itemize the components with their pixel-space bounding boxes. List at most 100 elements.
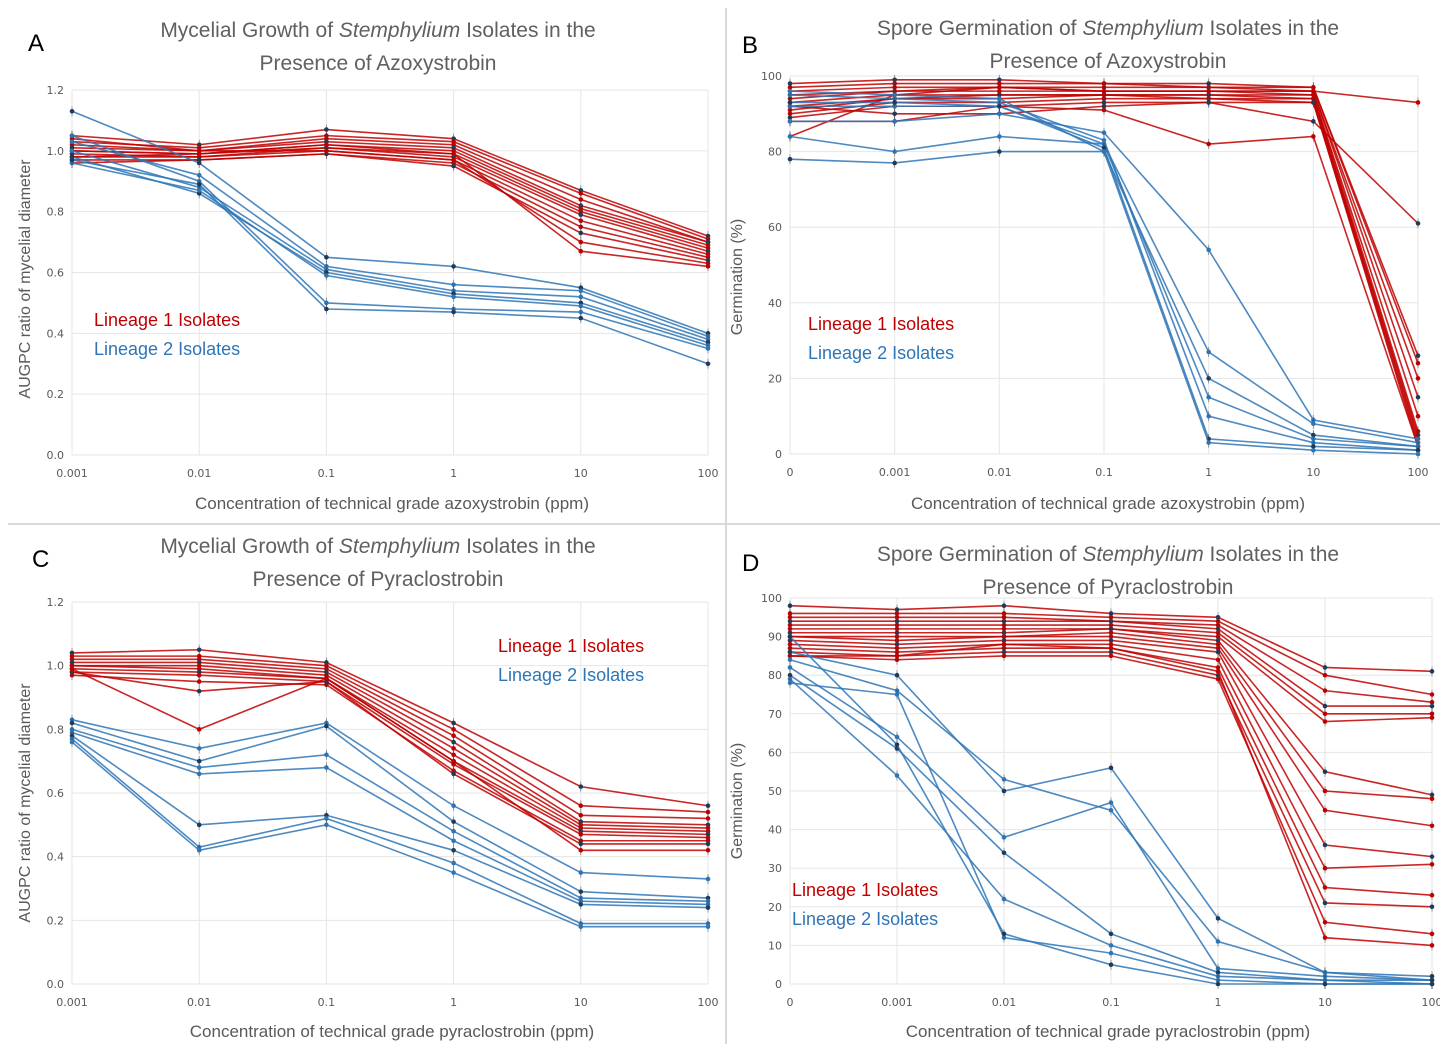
data-point <box>1311 134 1316 139</box>
data-point <box>997 85 1002 90</box>
data-point <box>787 665 793 670</box>
data-point <box>787 134 793 139</box>
data-point <box>1322 935 1328 940</box>
data-point <box>1101 103 1107 109</box>
y-tick-label: 90 <box>768 631 782 644</box>
data-point <box>1429 715 1435 720</box>
data-point <box>69 108 75 114</box>
data-point <box>1001 896 1007 902</box>
x-tick-label: 0.001 <box>56 996 88 1009</box>
data-point <box>451 294 456 300</box>
series-line <box>72 664 709 829</box>
data-point <box>451 264 456 269</box>
y-tick-label: 0.8 <box>47 723 65 736</box>
y-tick-label: 20 <box>768 372 782 385</box>
series-lineage-1 <box>787 639 1435 951</box>
series-line <box>71 150 709 341</box>
data-point <box>196 758 202 764</box>
data-point <box>1001 642 1007 647</box>
data-point <box>1215 939 1221 944</box>
x-tick-label: 0.01 <box>987 466 1012 479</box>
data-point <box>1101 130 1107 135</box>
series-line <box>71 146 709 249</box>
title-genus: Stemphylium <box>1082 17 1204 40</box>
data-point <box>705 361 711 367</box>
data-point <box>1215 676 1221 682</box>
x-tick-label: 0 <box>787 996 794 1009</box>
series-line <box>71 741 708 928</box>
title-suffix: Isolates in the <box>460 535 596 558</box>
data-point <box>787 603 793 609</box>
legend-lineage-2: Lineage 2 Isolates <box>94 339 241 359</box>
legend-lineage-2: Lineage 2 Isolates <box>498 665 645 685</box>
data-point <box>705 816 711 821</box>
chart-a: 0.0 0.2 0.4 0.6 0.8 1.0 1.2 0.001 0.01 0.1 1 10 100 <box>47 84 719 480</box>
data-point <box>196 727 202 732</box>
y-axis-label: Germination (%) <box>729 218 746 336</box>
series-line <box>71 671 708 845</box>
y-tick-label: 0.8 <box>47 206 65 219</box>
data-point <box>451 752 456 758</box>
data-point <box>1215 981 1221 987</box>
data-point <box>578 902 584 907</box>
data-point <box>451 870 456 875</box>
y-axis-label: AUGPC ratio of mycelial diameter <box>17 683 34 923</box>
x-tick-label: 10 <box>574 467 588 480</box>
y-tick-label: 100 <box>761 592 782 605</box>
y-tick-label: 40 <box>768 824 782 837</box>
title-prefix: Mycelial Growth of <box>160 535 339 558</box>
y-tick-label: 0.6 <box>47 267 65 280</box>
x-tick-label: 0.01 <box>992 996 1017 1009</box>
data-point <box>1429 823 1435 829</box>
data-point <box>1415 360 1421 366</box>
series-line <box>71 728 709 903</box>
data-point <box>451 838 456 844</box>
y-tick-label: 0.0 <box>47 449 65 462</box>
series-lineage-2 <box>787 86 1421 459</box>
panel-a: 0.0 0.2 0.4 0.6 0.8 1.0 1.2 0.001 0.01 0.1 1 10 100 … <box>8 8 724 522</box>
data-point <box>69 720 75 726</box>
data-point <box>451 739 456 745</box>
y-tick-label: 0.2 <box>47 388 65 401</box>
data-point <box>1001 603 1007 609</box>
data-point <box>324 254 329 260</box>
data-point <box>578 812 584 818</box>
horizontal-divider <box>8 523 1440 525</box>
x-tick-label: 1 <box>450 996 457 1009</box>
data-point <box>1108 808 1114 813</box>
data-point <box>196 765 202 770</box>
data-point <box>196 679 202 684</box>
data-point <box>1215 669 1221 674</box>
data-point <box>196 181 202 187</box>
data-point <box>578 870 584 875</box>
data-point <box>1322 885 1328 890</box>
title-prefix: Mycelial Growth of <box>160 19 339 42</box>
y-tick-label: 1.2 <box>47 84 65 97</box>
data-point <box>451 848 456 853</box>
data-point <box>1429 692 1435 697</box>
data-point <box>324 273 329 278</box>
y-tick-label: 1.0 <box>47 660 65 673</box>
data-point <box>1322 919 1328 925</box>
series-line <box>71 156 709 344</box>
data-point <box>894 653 900 659</box>
data-point <box>451 151 456 157</box>
title-genus: Stemphylium <box>1082 543 1204 566</box>
series-line <box>71 134 709 240</box>
data-point <box>578 784 584 789</box>
series-line <box>72 655 709 813</box>
data-point <box>578 218 584 224</box>
y-tick-label: 60 <box>768 221 782 234</box>
chart-c: 0.0 0.2 0.4 0.6 0.8 1.0 1.2 0.001 0.01 0.1 1 10 100 <box>47 596 719 1009</box>
y-tick-label: 80 <box>768 669 782 682</box>
chart-title: Spore Germination of Stemphylium Isolate… <box>788 12 1428 78</box>
title-line-2: Presence of Pyraclostrobin <box>982 576 1234 599</box>
series-lineage-1 <box>69 663 711 856</box>
series-line <box>71 153 709 262</box>
x-tick-label: 10 <box>1318 996 1332 1009</box>
panel-letter: A <box>28 30 45 57</box>
series-line <box>71 671 709 839</box>
y-tick-label: 1.2 <box>47 596 65 609</box>
data-point <box>705 346 711 351</box>
data-point <box>1206 141 1211 147</box>
